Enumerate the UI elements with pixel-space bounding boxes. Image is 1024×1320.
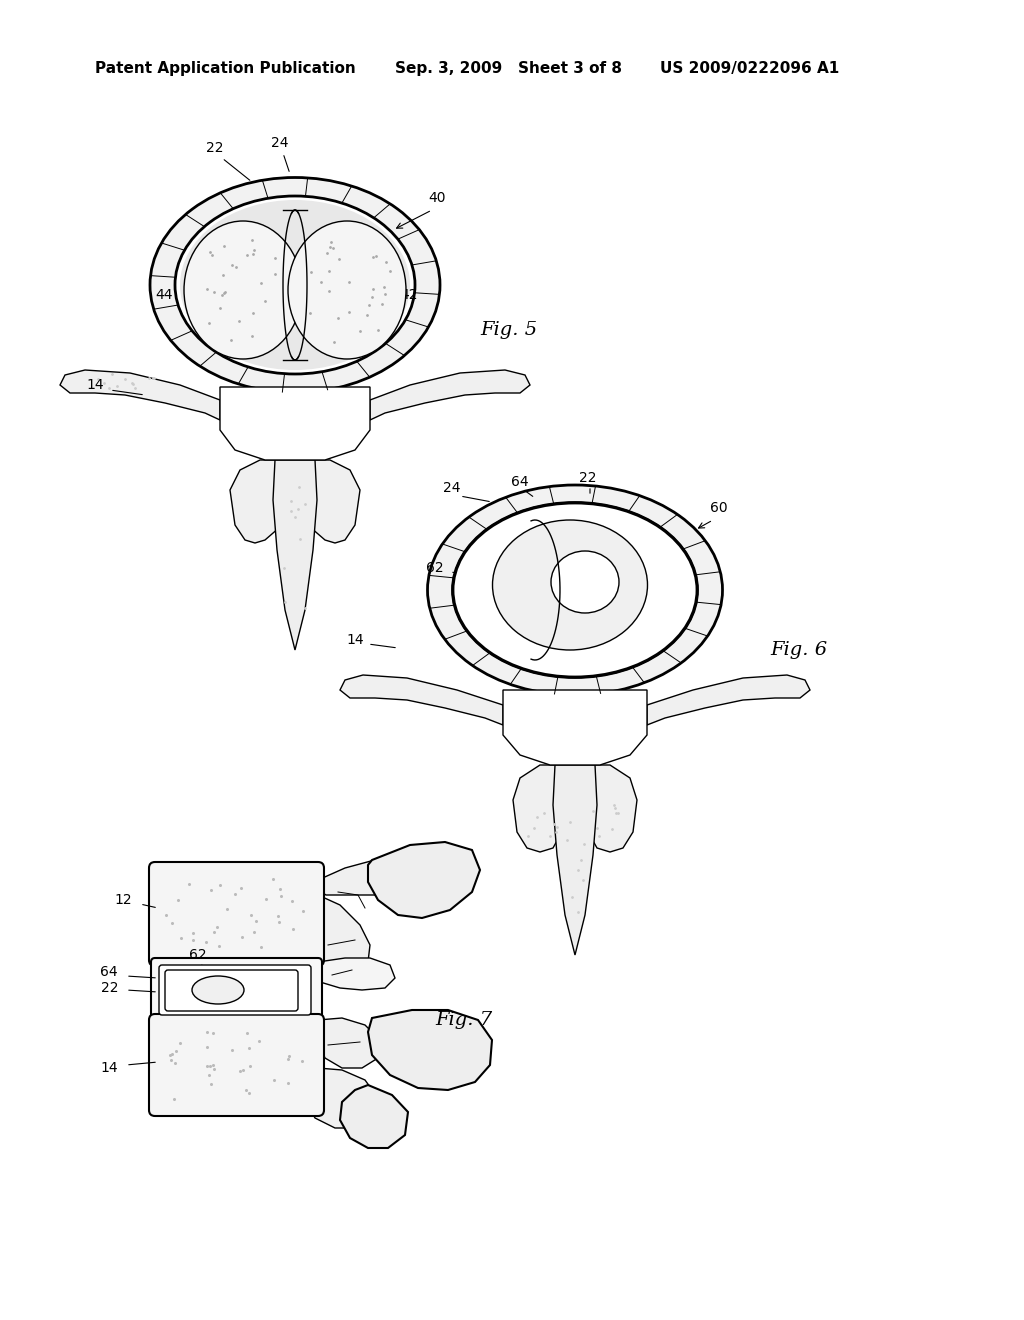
FancyBboxPatch shape <box>151 958 322 1022</box>
Ellipse shape <box>493 520 647 649</box>
Text: US 2009/0222096 A1: US 2009/0222096 A1 <box>660 61 840 75</box>
Text: 60: 60 <box>710 502 728 515</box>
Polygon shape <box>368 1010 492 1090</box>
Polygon shape <box>60 370 220 420</box>
Ellipse shape <box>175 195 415 374</box>
Ellipse shape <box>288 220 406 359</box>
FancyBboxPatch shape <box>150 862 324 966</box>
Polygon shape <box>553 766 597 954</box>
Polygon shape <box>370 370 530 420</box>
FancyBboxPatch shape <box>150 1014 324 1115</box>
Polygon shape <box>273 459 317 649</box>
Text: Fig. 6: Fig. 6 <box>770 642 827 659</box>
Polygon shape <box>647 675 810 725</box>
Ellipse shape <box>427 484 723 696</box>
Text: 12: 12 <box>115 894 132 907</box>
Text: Patent Application Publication: Patent Application Publication <box>95 61 355 75</box>
Text: 62: 62 <box>426 561 444 576</box>
Polygon shape <box>318 895 370 972</box>
Text: Fig. 7: Fig. 7 <box>435 1011 493 1030</box>
Polygon shape <box>340 675 503 725</box>
Text: 44: 44 <box>156 288 173 302</box>
FancyBboxPatch shape <box>159 965 311 1015</box>
Ellipse shape <box>180 201 410 370</box>
Polygon shape <box>305 1068 378 1129</box>
Polygon shape <box>318 958 395 990</box>
Polygon shape <box>300 459 360 543</box>
Text: 64: 64 <box>100 965 118 979</box>
Text: 22: 22 <box>206 141 224 154</box>
Text: 64: 64 <box>511 475 528 488</box>
Polygon shape <box>513 766 567 851</box>
Polygon shape <box>340 1085 408 1148</box>
Ellipse shape <box>551 550 618 612</box>
Text: 42: 42 <box>400 288 418 302</box>
Polygon shape <box>318 1018 380 1068</box>
Polygon shape <box>583 766 637 851</box>
Text: 24: 24 <box>186 995 204 1008</box>
Text: 14: 14 <box>86 378 103 392</box>
Text: 22: 22 <box>100 981 118 995</box>
Polygon shape <box>368 842 480 917</box>
Ellipse shape <box>150 177 440 392</box>
Polygon shape <box>318 858 418 895</box>
Ellipse shape <box>453 503 697 677</box>
Text: 62: 62 <box>189 948 207 962</box>
Text: 14: 14 <box>100 1061 118 1074</box>
Text: 40: 40 <box>428 191 445 205</box>
Text: 14: 14 <box>346 634 364 647</box>
Polygon shape <box>230 459 290 543</box>
Text: 24: 24 <box>271 136 289 150</box>
Text: 22: 22 <box>580 471 597 484</box>
Ellipse shape <box>456 506 694 675</box>
Text: 24: 24 <box>443 480 461 495</box>
Ellipse shape <box>184 220 302 359</box>
Polygon shape <box>220 387 370 459</box>
Polygon shape <box>503 690 647 766</box>
Text: Fig. 5: Fig. 5 <box>480 321 538 339</box>
Ellipse shape <box>453 503 697 677</box>
Text: Sep. 3, 2009   Sheet 3 of 8: Sep. 3, 2009 Sheet 3 of 8 <box>395 61 622 75</box>
FancyBboxPatch shape <box>165 970 298 1011</box>
Ellipse shape <box>193 975 244 1005</box>
